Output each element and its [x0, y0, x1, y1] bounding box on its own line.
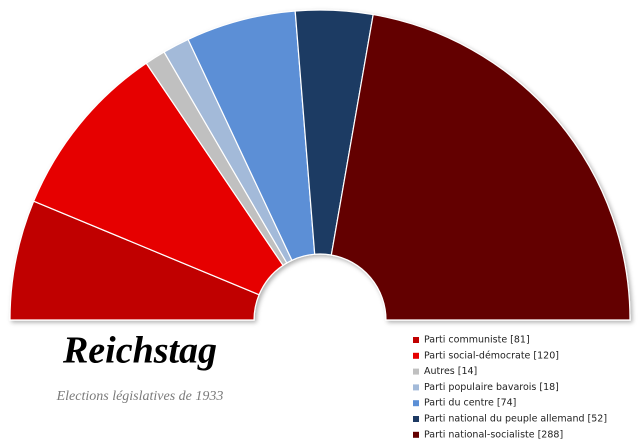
legend-label: Parti social-démocrate [120] [424, 350, 559, 361]
legend-label: Parti populaire bavarois [18] [424, 382, 559, 393]
slices [9, 9, 631, 321]
legend-swatch [413, 400, 419, 407]
legend-label: Parti national du peuple allemand [52] [424, 414, 607, 425]
legend-label: Parti du centre [74] [424, 398, 516, 409]
legend-swatch [413, 416, 419, 422]
legend-swatch [413, 368, 419, 375]
legend-swatch [413, 384, 419, 391]
legend-swatch [413, 337, 419, 343]
chart-subtitle: Elections législatives de 1933 [56, 389, 224, 404]
slice [32, 62, 284, 296]
slice [9, 200, 260, 321]
legend-label: Parti communiste [81] [424, 335, 530, 346]
legend-swatch [413, 352, 419, 359]
legend-label: Autres [14] [424, 366, 477, 377]
chart-title: Reichstag [62, 330, 217, 372]
legend-label: Parti national-socialiste [288] [424, 429, 563, 440]
legend-swatch [413, 431, 419, 438]
slice [330, 13, 631, 321]
